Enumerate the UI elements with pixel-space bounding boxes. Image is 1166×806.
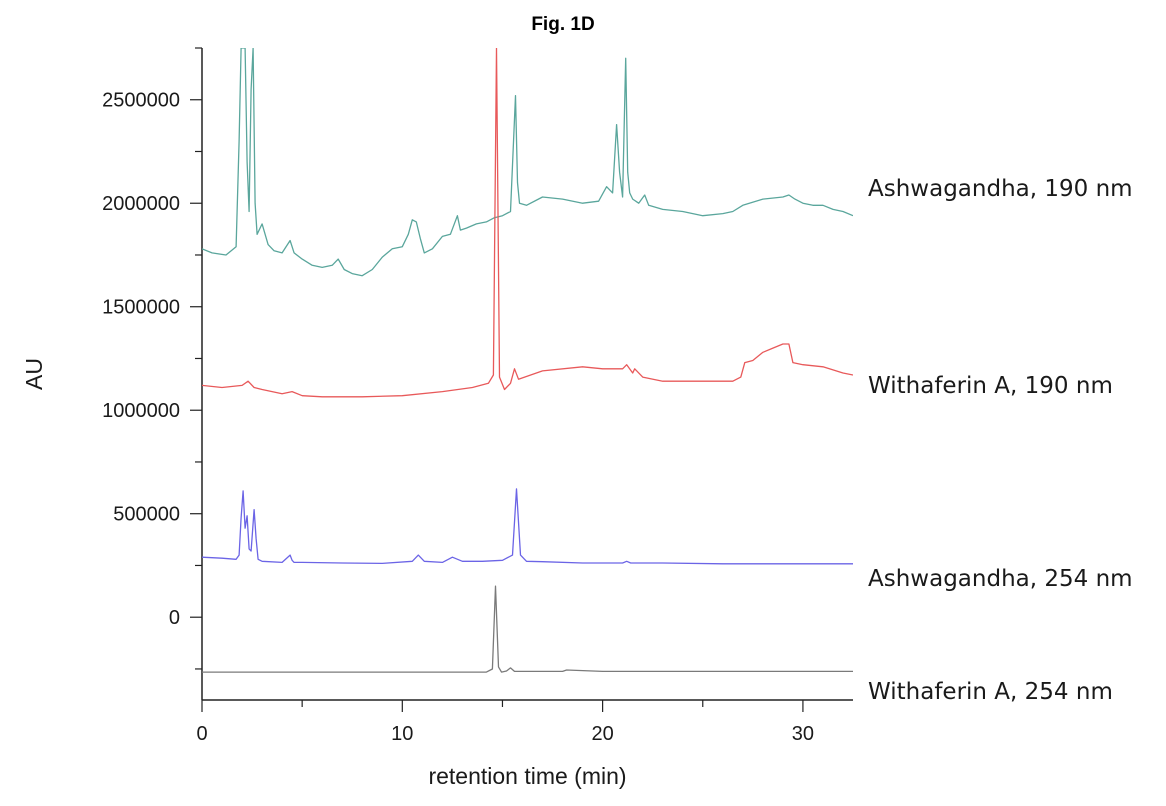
x-axis-label: retention time (min): [428, 763, 626, 789]
y-tick-label: 2500000: [102, 90, 180, 112]
series-label-4: Withaferin A, 254 nm: [868, 679, 1113, 705]
series-line-1: [202, 48, 853, 277]
series-line-2: [202, 48, 853, 398]
x-tick-label: 20: [591, 723, 613, 745]
series-label-3: Ashwagandha, 254 nm: [868, 566, 1133, 592]
x-tick-label: 10: [391, 723, 413, 745]
series-line-3: [202, 488, 853, 565]
x-tick-label: 30: [792, 723, 814, 745]
y-tick-label: 500000: [113, 504, 180, 526]
series-label-1: Ashwagandha, 190 nm: [868, 176, 1133, 202]
plot-area: 0 500000 1000000 1500000 2000000 2500000 0 10 20…: [21, 47, 1133, 789]
y-tick-label: 1500000: [102, 297, 180, 319]
y-tick-label: 0: [169, 607, 180, 629]
series-label-2: Withaferin A, 190 nm: [868, 373, 1113, 399]
chart-title: Fig. 1D: [531, 14, 594, 35]
y-tick-label: 1000000: [102, 400, 180, 422]
y-axis-label: AU: [21, 358, 47, 390]
x-tick-label: 0: [196, 723, 207, 745]
y-tick-label: 2000000: [102, 193, 180, 215]
series-traces: [202, 48, 853, 673]
series-line-4: [202, 585, 853, 673]
